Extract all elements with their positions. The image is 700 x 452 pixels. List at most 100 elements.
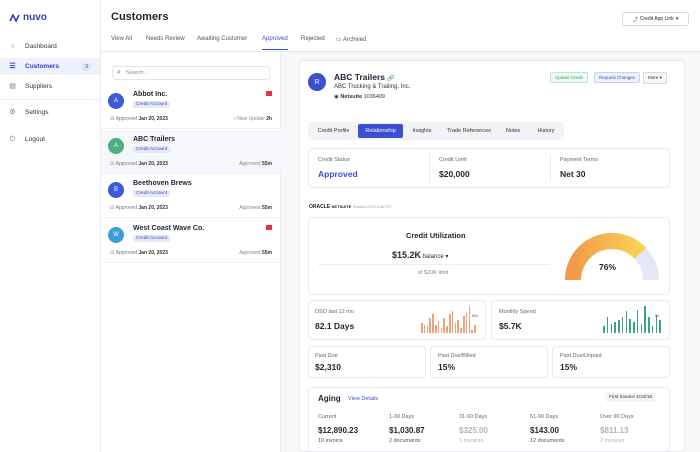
customer-legal-name: ABC Trucking & Trailing, Inc.: [334, 84, 411, 90]
avatar: A: [108, 137, 124, 154]
customer-row[interactable]: A ABC Trailers Credit Account ☑ Approved Ja…: [101, 129, 281, 174]
aging-column-amount: $325.00: [459, 426, 488, 435]
sidebar-item-settings[interactable]: ⚙ Settings: [0, 104, 100, 121]
tab-needs-review[interactable]: Needs Review: [146, 36, 185, 42]
flag-icon[interactable]: [266, 91, 272, 96]
users-icon: ☰: [9, 63, 16, 70]
tab-archived[interactable]: ▭ Archived: [336, 36, 366, 43]
row-status: • New Update 2h: [234, 116, 272, 122]
utilization-title: Credit Utilization: [406, 231, 466, 240]
tab-awaiting-customer[interactable]: Awaiting Customer: [197, 36, 248, 42]
aging-column-count: 12 documents: [530, 438, 565, 444]
customer-name: ABC Trailers: [133, 135, 176, 143]
payment-terms-value: Net 30: [560, 169, 586, 179]
dso-bar: [446, 326, 448, 333]
spend-marker: 5K: [655, 314, 660, 318]
suppliers-icon: ▤: [9, 83, 16, 90]
spend-bar: [633, 322, 635, 333]
dso-value: 82.1 Days: [315, 321, 355, 331]
dso-bar: [451, 311, 454, 333]
oracle-product: NETSUITE: [331, 204, 352, 209]
spend-bar: [621, 316, 624, 333]
sidebar-item-dashboard[interactable]: ○ Dashboard: [0, 38, 100, 55]
view-details-link[interactable]: View Details: [348, 396, 379, 402]
tab-approved[interactable]: Approved: [262, 36, 288, 50]
update-credit-button[interactable]: Update Credit: [550, 72, 588, 83]
count-badge: 3: [82, 62, 91, 71]
spend-bar: [644, 306, 646, 333]
balance-value: $15.2K: [392, 250, 422, 260]
request-changes-button[interactable]: Request Changes: [594, 72, 641, 83]
customer-row[interactable]: A Abbot Inc. Credit Account ☑ Approved Jan …: [101, 85, 281, 129]
approved-date: ☑ Approved Jan 20, 2023: [110, 205, 168, 211]
sidebar-item-label: Dashboard: [25, 43, 57, 50]
customer-name-text: ABC Trailers: [334, 72, 386, 82]
aging-column-count: 2 invoices: [600, 438, 625, 444]
approved-date: ☑ Approved Jan 20, 2023: [110, 161, 168, 167]
customer-row[interactable]: W West Coast Wave Co. Credit Account ☑ Appr…: [101, 219, 281, 263]
sync-time: Synced 1/2/23 2:46 PST: [352, 205, 392, 209]
sidebar: nuvo ○ Dashboard ☰ Customers 3 ▤ Supplie…: [0, 0, 101, 452]
page-title: Customers: [111, 11, 169, 23]
divider: [318, 264, 550, 265]
dso-bar: [474, 324, 476, 333]
dso-marker: 82d: [472, 314, 478, 318]
netsuite-id: ◉ Netsuite 1036409: [334, 94, 385, 100]
tab-insights[interactable]: Insights: [412, 128, 432, 134]
balance-dropdown[interactable]: $15.2K balance ▾: [392, 250, 448, 260]
aging-column-amount: $811.13: [600, 426, 629, 435]
flag-icon[interactable]: [266, 224, 272, 230]
past-due-unpaid-label: Past Due/Unpaid: [560, 353, 602, 359]
link-icon[interactable]: 🔗: [387, 76, 395, 82]
sidebar-item-suppliers[interactable]: ▤ Suppliers: [0, 78, 100, 95]
customer-row[interactable]: B Beethoven Brews Credit Account ☑ Approved…: [101, 174, 281, 218]
monthly-spend-box: [491, 300, 670, 340]
spend-bar: [629, 318, 631, 333]
aging-column-label: 31-60 Days: [459, 414, 488, 420]
app-logo[interactable]: nuvo: [9, 12, 47, 23]
aging-column-label: Over 90 Days: [600, 414, 634, 420]
more-button[interactable]: More ▾: [643, 72, 667, 84]
spend-bar: [603, 325, 605, 333]
divider: [550, 154, 551, 182]
credit-app-link-button[interactable]: ⤴ Credit App Link ▾: [622, 12, 689, 26]
aging-column-amount: $12,890.23: [318, 426, 359, 435]
tab-trade-references[interactable]: Trade References: [447, 128, 491, 134]
dso-label: DSO last 12 mo: [315, 309, 354, 315]
aging-column-count: 2 documents: [389, 438, 421, 444]
approved-date-value: Jan 20, 2023: [138, 249, 168, 256]
oracle-brand: ORACLE: [309, 204, 331, 210]
dso-bar: [463, 316, 465, 333]
avatar: W: [108, 226, 124, 243]
sidebar-item-customers[interactable]: ☰ Customers 3: [0, 58, 100, 75]
tab-credit-profile[interactable]: Credit Profile: [317, 128, 350, 134]
spend-bar: [614, 322, 616, 333]
dso-bar: [421, 322, 423, 333]
approved-label: Approved: [115, 160, 138, 167]
credit-utilization-box: [308, 217, 670, 295]
tab-view-all[interactable]: View All: [111, 36, 132, 42]
customer-name: Beethoven Brews: [133, 180, 192, 187]
tab-notes[interactable]: Notes: [505, 128, 521, 134]
utilization-gauge: [565, 233, 659, 281]
tab-relationship[interactable]: Relationship: [358, 124, 403, 138]
calendar-check-icon: ☑: [110, 160, 115, 167]
search-input[interactable]: ⌕ Search...: [112, 66, 270, 80]
customer-name: ABC Trailers 🔗: [334, 72, 395, 82]
chevron-down-icon: ▾: [659, 75, 662, 80]
chevron-down-icon: ▾: [445, 254, 449, 260]
dso-bar: [457, 319, 459, 333]
circle-icon: ○: [10, 43, 15, 50]
tab-rejected[interactable]: Rejected: [301, 36, 325, 42]
credit-limit-label: Credit Limit: [439, 157, 467, 163]
netsuite-label: Netsuite: [340, 94, 363, 100]
aging-column-amount: $1,030.87: [389, 426, 425, 435]
balance-label: balance: [422, 254, 444, 260]
spend-bar-chart: [603, 306, 663, 333]
past-due-value: $2,310: [315, 362, 341, 372]
dso-bar: [471, 329, 473, 333]
approved-date: ☑ Approved Jan 20, 2023: [110, 116, 168, 122]
spend-bar: [648, 316, 650, 333]
sidebar-item-logout[interactable]: ⏻ Logout: [0, 131, 100, 148]
tab-history[interactable]: History: [537, 128, 555, 134]
